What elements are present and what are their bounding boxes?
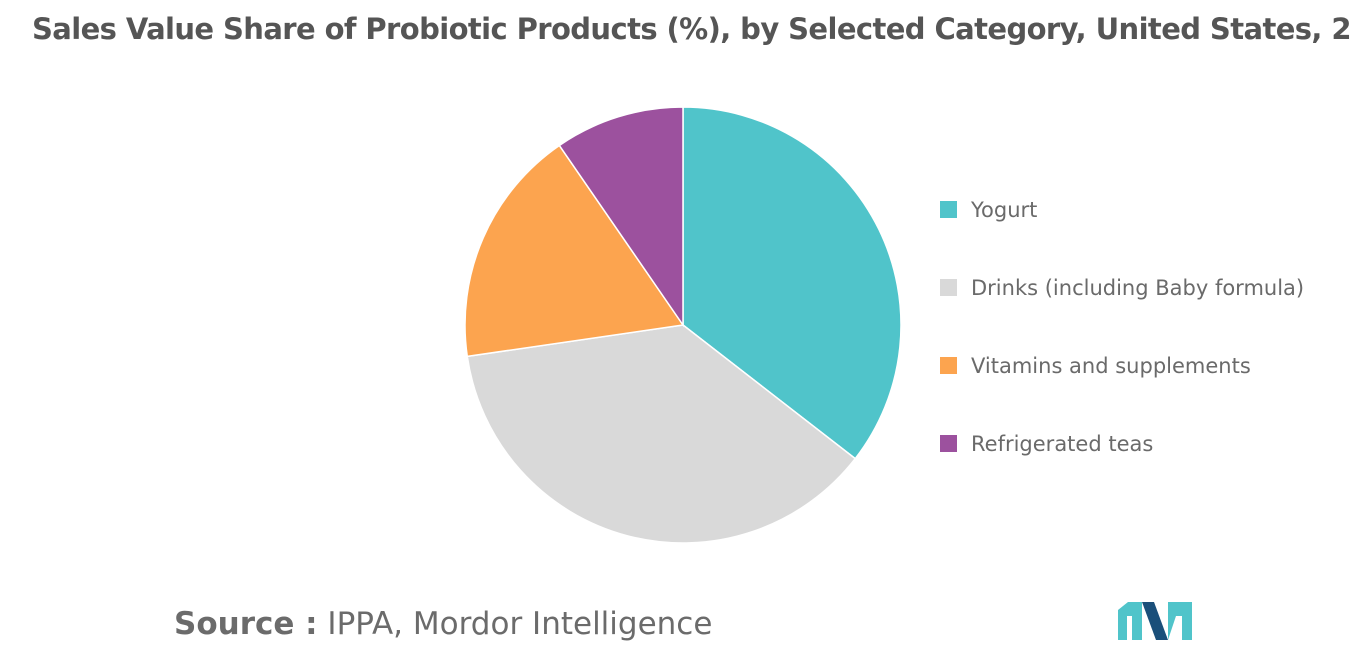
legend-item-teas: Refrigerated teas: [940, 424, 1304, 463]
chart-title: Sales Value Share of Probiotic Products …: [32, 12, 1352, 46]
legend-item-drinks: Drinks (including Baby formula): [940, 268, 1304, 307]
legend-label-drinks: Drinks (including Baby formula): [971, 275, 1305, 300]
legend-label-teas: Refrigerated teas: [971, 431, 1154, 456]
legend-swatch-teas: [940, 435, 957, 452]
legend-label-yogurt: Yogurt: [971, 197, 1038, 222]
pie-slice-drinks-including-baby-formula: [466, 324, 857, 544]
legend-item-yogurt: Yogurt: [940, 190, 1304, 229]
legend-label-vitamins: Vitamins and supplements: [971, 353, 1251, 378]
source-note: Source : IPPA, Mordor Intelligence: [174, 606, 712, 642]
legend-swatch-vitamins: [940, 357, 957, 374]
pie-slice-yogurt: [682, 106, 902, 460]
pie-slice-vitamins-and-supplements: [464, 144, 685, 358]
legend-swatch-yogurt: [940, 201, 957, 218]
mordor-logo-icon: [1118, 602, 1192, 640]
logo-left-shape: [1118, 602, 1142, 640]
legend-swatch-drinks: [940, 279, 957, 296]
source-prefix: Source :: [174, 606, 318, 642]
legend: Yogurt Drinks (including Baby formula) V…: [940, 190, 1304, 502]
logo-right-shape: [1168, 602, 1192, 640]
pie-slice-refrigerated-teas: [558, 106, 684, 328]
source-text: IPPA, Mordor Intelligence: [317, 606, 713, 642]
legend-item-vitamins: Vitamins and supplements: [940, 346, 1304, 385]
logo-middle-shape: [1142, 602, 1168, 640]
